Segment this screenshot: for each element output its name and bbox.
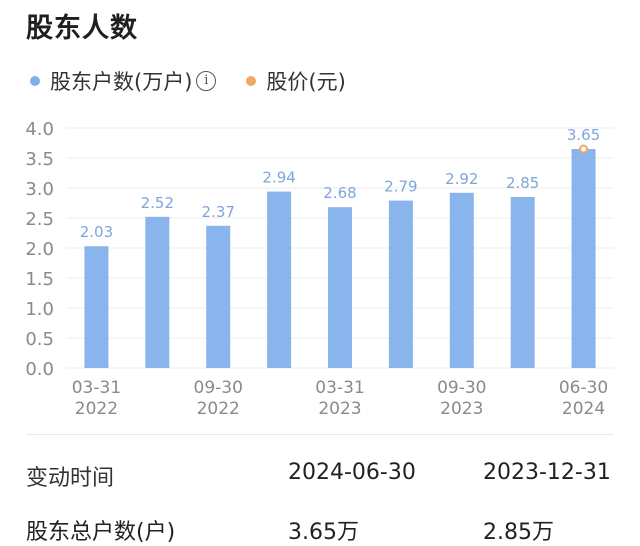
y-tick-label: 1.5 [25, 269, 54, 290]
data-label: 2.92 [445, 170, 478, 188]
holders-cell-1: 3.65万 [288, 520, 359, 545]
bar [145, 216, 170, 368]
y-tick-label: 1.0 [25, 299, 54, 320]
legend-label-price: 股价(元) [266, 70, 346, 94]
chart-legend: 股东户数(万户) i 股价(元) [30, 66, 346, 96]
legend-item-holders[interactable]: 股东户数(万户) i [30, 66, 217, 96]
data-label: 2.85 [506, 174, 539, 192]
date-cell-2: 2023-12-31 [483, 460, 611, 485]
holders-cell-2: 2.85万 [483, 520, 554, 545]
data-label: 2.03 [80, 223, 113, 241]
data-label: 2.37 [202, 203, 235, 221]
price-marker [579, 144, 589, 154]
legend-label-holders: 股东户数(万户) [50, 70, 193, 94]
bar [206, 225, 231, 368]
x-tick-year: 2023 [318, 399, 361, 419]
data-label: 2.94 [262, 169, 295, 187]
date-cell-1: 2024-06-30 [288, 460, 416, 485]
bar [449, 192, 474, 368]
bar [510, 197, 535, 368]
x-tick-year: 2022 [197, 399, 240, 419]
legend-dot-holders [30, 76, 40, 86]
x-tick-label: 06-30 [559, 378, 608, 398]
x-tick-label: 03-31 [72, 378, 121, 398]
data-label: 3.65 [567, 126, 600, 144]
x-tick-year: 2024 [562, 399, 605, 419]
y-tick-label: 3.5 [25, 149, 54, 170]
y-tick-label: 0.5 [25, 329, 54, 350]
y-tick-label: 2.0 [25, 239, 54, 260]
x-tick-year: 2023 [440, 399, 483, 419]
info-icon[interactable]: i [196, 71, 217, 91]
x-tick-label: 03-31 [315, 378, 364, 398]
data-label: 2.79 [384, 178, 417, 196]
y-tick-label: 2.5 [25, 209, 54, 230]
legend-item-price[interactable]: 股价(元) [246, 66, 346, 96]
data-label: 2.68 [323, 184, 356, 202]
data-label: 2.52 [141, 194, 174, 212]
page-title: 股东人数 [26, 13, 138, 44]
bar [84, 246, 109, 368]
bar-chart: 0.0 0.5 1.0 1.5 2.0 2.5 3.0 3.5 4.0 2.03 2.52 2.37 2… [25, 119, 614, 419]
bar [388, 200, 413, 368]
divider [26, 434, 614, 435]
x-tick-label: 09-30 [194, 378, 243, 398]
y-tick-label: 4.0 [25, 119, 54, 140]
y-tick-label: 3.0 [25, 179, 54, 200]
row-label-holders: 股东总户数(户) [26, 520, 176, 545]
row-label-date: 变动时间 [26, 466, 115, 491]
bar [328, 207, 352, 368]
x-tick-label: 09-30 [437, 378, 486, 398]
legend-dot-price [246, 76, 257, 86]
x-tick-year: 2022 [75, 399, 118, 419]
bar [571, 149, 596, 368]
y-tick-label: 0.0 [25, 359, 54, 380]
bar [267, 191, 292, 368]
